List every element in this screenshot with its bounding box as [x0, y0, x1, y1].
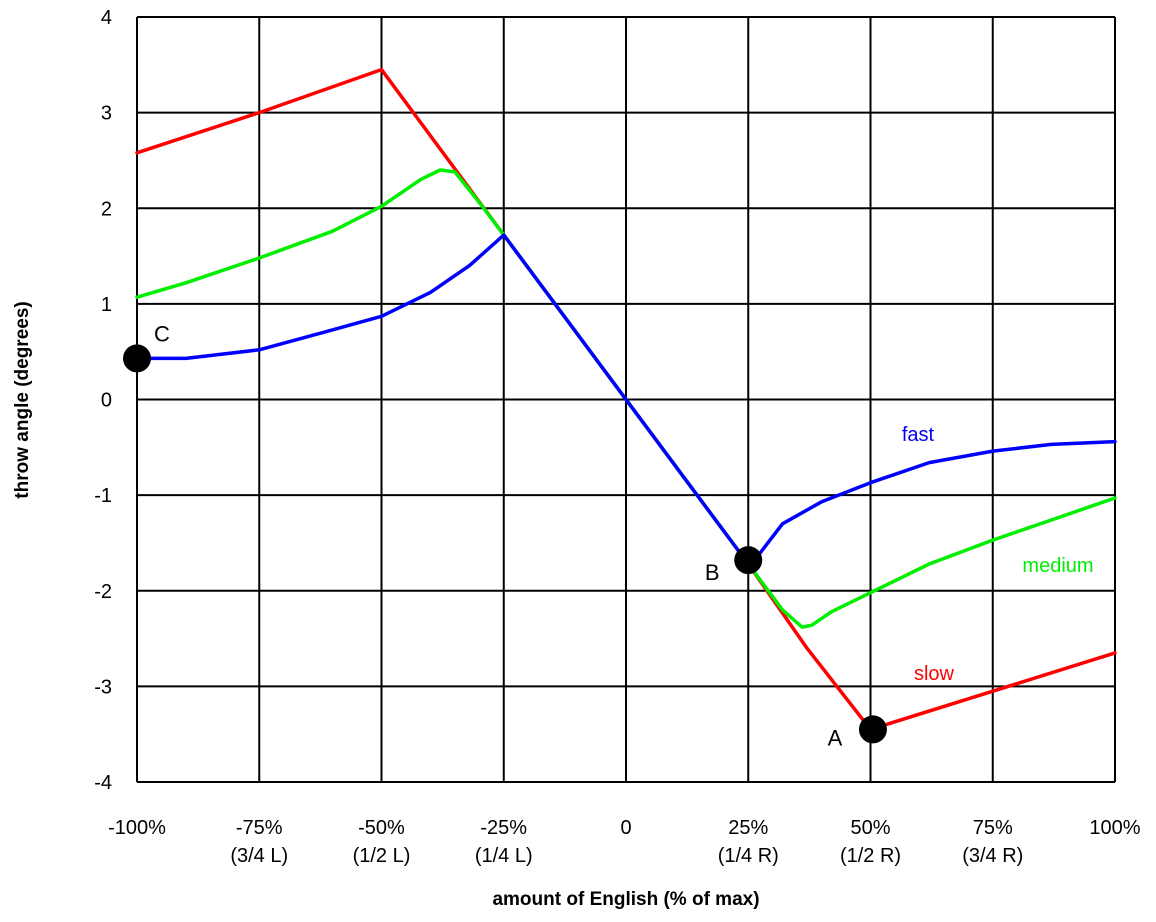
point-marker-b — [734, 546, 763, 575]
x-tick-sublabel: (1/4 R) — [718, 845, 779, 867]
point-marker-c — [123, 344, 151, 373]
x-tick-label: -100% — [108, 817, 166, 839]
point-markers: A B C — [123, 321, 887, 750]
x-tick-sublabel: (3/4 R) — [962, 845, 1023, 867]
x-tick-sublabel: (3/4 L) — [230, 845, 288, 867]
y-tick-label: -2 — [94, 581, 112, 603]
tick-labels: 4 3 2 1 0 -1 -2 -3 -4 -100% -75% (3/4 L) -50% (1/2 L)… — [94, 7, 1141, 867]
y-tick-label: 2 — [101, 198, 112, 220]
point-label-c: C — [154, 321, 170, 346]
x-tick-sublabel: (1/2 R) — [840, 845, 901, 867]
y-tick-label: -4 — [94, 772, 112, 794]
x-tick-label: -75% — [236, 817, 283, 839]
y-tick-label: 1 — [101, 294, 112, 316]
x-tick-label: -25% — [480, 817, 527, 839]
y-tick-label: -1 — [94, 485, 112, 507]
point-label-b: B — [705, 560, 720, 585]
series-label-fast: fast — [902, 424, 935, 446]
x-tick-label: 50% — [850, 817, 890, 839]
x-axis-title: amount of English (% of max) — [492, 889, 759, 910]
x-tick-label: -50% — [358, 817, 405, 839]
x-tick-label: 25% — [728, 817, 768, 839]
y-tick-label: 4 — [101, 7, 112, 29]
x-tick-sublabel: (1/4 L) — [475, 845, 533, 867]
x-tick-label: 75% — [973, 817, 1013, 839]
x-tick-label: 100% — [1089, 817, 1140, 839]
series-label-medium: medium — [1022, 555, 1093, 577]
y-axis-title: throw angle (degrees) — [12, 301, 33, 498]
point-marker-a — [858, 715, 887, 744]
point-label-a: A — [828, 725, 843, 750]
x-tick-sublabel: (1/2 L) — [353, 845, 411, 867]
y-tick-label: -3 — [94, 676, 112, 698]
y-tick-label: 3 — [101, 103, 112, 125]
series-labels: slow medium fast — [902, 424, 1094, 685]
series-label-slow: slow — [914, 663, 955, 685]
y-tick-label: 0 — [101, 390, 112, 412]
series-line-fast — [135, 233, 1117, 566]
x-tick-label: 0 — [620, 817, 631, 839]
series-lines — [135, 67, 1117, 732]
